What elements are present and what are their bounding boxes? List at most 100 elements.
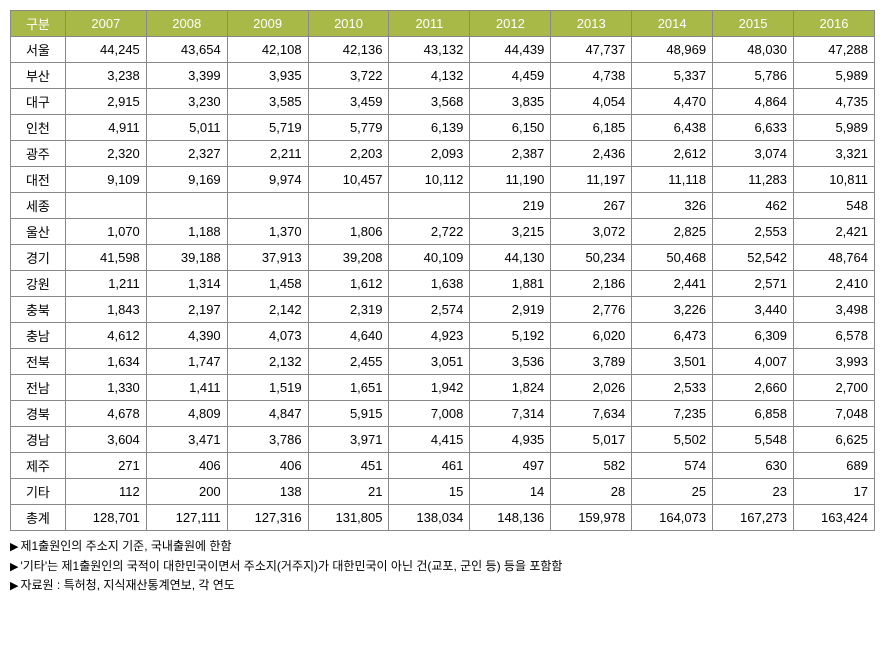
data-cell: 21 — [308, 479, 389, 505]
data-cell: 2,197 — [146, 297, 227, 323]
data-cell: 4,911 — [65, 115, 146, 141]
data-cell: 127,316 — [227, 505, 308, 531]
region-cell: 대전 — [11, 167, 66, 193]
data-cell: 2,776 — [551, 297, 632, 323]
data-cell: 37,913 — [227, 245, 308, 271]
data-cell: 50,468 — [632, 245, 713, 271]
data-table: 구분20072008200920102011201220132014201520… — [10, 10, 875, 531]
data-cell: 1,942 — [389, 375, 470, 401]
data-cell: 2,093 — [389, 141, 470, 167]
data-cell: 5,779 — [308, 115, 389, 141]
data-cell: 3,051 — [389, 349, 470, 375]
data-cell: 41,598 — [65, 245, 146, 271]
data-cell: 200 — [146, 479, 227, 505]
data-cell: 7,048 — [794, 401, 875, 427]
region-cell: 전북 — [11, 349, 66, 375]
data-cell: 2,319 — [308, 297, 389, 323]
data-cell: 164,073 — [632, 505, 713, 531]
table-body: 서울44,24543,65442,10842,13643,13244,43947… — [11, 37, 875, 531]
data-cell: 148,136 — [470, 505, 551, 531]
table-row: 충북1,8432,1972,1422,3192,5742,9192,7763,2… — [11, 297, 875, 323]
data-cell — [227, 193, 308, 219]
data-cell — [308, 193, 389, 219]
data-cell: 3,440 — [713, 297, 794, 323]
data-cell: 2,571 — [713, 271, 794, 297]
data-cell: 11,190 — [470, 167, 551, 193]
data-cell: 2,436 — [551, 141, 632, 167]
data-cell: 6,150 — [470, 115, 551, 141]
data-cell: 1,211 — [65, 271, 146, 297]
data-cell: 1,843 — [65, 297, 146, 323]
column-header: 2011 — [389, 11, 470, 37]
data-cell: 3,786 — [227, 427, 308, 453]
region-cell: 제주 — [11, 453, 66, 479]
table-row: 충남4,6124,3904,0734,6404,9235,1926,0206,4… — [11, 323, 875, 349]
data-cell: 52,542 — [713, 245, 794, 271]
data-cell: 4,640 — [308, 323, 389, 349]
data-cell: 44,245 — [65, 37, 146, 63]
data-cell: 48,764 — [794, 245, 875, 271]
data-cell: 5,502 — [632, 427, 713, 453]
region-cell: 경북 — [11, 401, 66, 427]
data-cell: 1,651 — [308, 375, 389, 401]
region-cell: 총계 — [11, 505, 66, 531]
data-cell: 1,824 — [470, 375, 551, 401]
data-cell: 23 — [713, 479, 794, 505]
data-cell: 3,399 — [146, 63, 227, 89]
footnote-line: 제1출원인의 주소지 기준, 국내출원에 한함 — [10, 537, 875, 557]
data-cell: 2,203 — [308, 141, 389, 167]
data-cell: 44,439 — [470, 37, 551, 63]
data-cell: 2,142 — [227, 297, 308, 323]
data-cell: 6,020 — [551, 323, 632, 349]
data-cell: 47,737 — [551, 37, 632, 63]
table-row: 기타11220013821151428252317 — [11, 479, 875, 505]
data-cell: 167,273 — [713, 505, 794, 531]
data-cell: 14 — [470, 479, 551, 505]
data-cell: 50,234 — [551, 245, 632, 271]
data-cell: 219 — [470, 193, 551, 219]
data-cell: 3,238 — [65, 63, 146, 89]
data-cell: 3,722 — [308, 63, 389, 89]
data-cell: 10,112 — [389, 167, 470, 193]
table-row: 경북4,6784,8094,8475,9157,0087,3147,6347,2… — [11, 401, 875, 427]
data-cell: 267 — [551, 193, 632, 219]
data-cell: 138 — [227, 479, 308, 505]
data-cell: 406 — [146, 453, 227, 479]
data-cell: 271 — [65, 453, 146, 479]
data-cell: 574 — [632, 453, 713, 479]
table-row: 대구2,9153,2303,5853,4593,5683,8354,0544,4… — [11, 89, 875, 115]
data-cell: 4,132 — [389, 63, 470, 89]
data-cell: 2,915 — [65, 89, 146, 115]
data-cell: 2,660 — [713, 375, 794, 401]
data-cell: 3,459 — [308, 89, 389, 115]
column-header: 2013 — [551, 11, 632, 37]
data-cell: 462 — [713, 193, 794, 219]
data-cell: 2,026 — [551, 375, 632, 401]
data-cell: 2,132 — [227, 349, 308, 375]
footnotes: 제1출원인의 주소지 기준, 국내출원에 한함'기타'는 제1출원인의 국적이 … — [10, 537, 875, 596]
data-cell: 163,424 — [794, 505, 875, 531]
data-cell: 112 — [65, 479, 146, 505]
region-cell: 충남 — [11, 323, 66, 349]
data-cell: 6,139 — [389, 115, 470, 141]
data-cell: 3,471 — [146, 427, 227, 453]
data-cell: 1,314 — [146, 271, 227, 297]
table-row: 대전9,1099,1699,97410,45710,11211,19011,19… — [11, 167, 875, 193]
data-cell: 1,519 — [227, 375, 308, 401]
data-cell: 6,858 — [713, 401, 794, 427]
data-cell: 4,415 — [389, 427, 470, 453]
region-cell: 서울 — [11, 37, 66, 63]
data-cell: 2,387 — [470, 141, 551, 167]
data-cell: 3,935 — [227, 63, 308, 89]
data-cell: 5,719 — [227, 115, 308, 141]
data-cell: 6,309 — [713, 323, 794, 349]
region-cell: 울산 — [11, 219, 66, 245]
data-cell: 2,441 — [632, 271, 713, 297]
table-row: 강원1,2111,3141,4581,6121,6381,8812,1862,4… — [11, 271, 875, 297]
data-cell: 4,923 — [389, 323, 470, 349]
data-cell: 3,074 — [713, 141, 794, 167]
data-cell: 4,459 — [470, 63, 551, 89]
column-header: 2010 — [308, 11, 389, 37]
data-cell: 4,864 — [713, 89, 794, 115]
data-cell: 10,811 — [794, 167, 875, 193]
